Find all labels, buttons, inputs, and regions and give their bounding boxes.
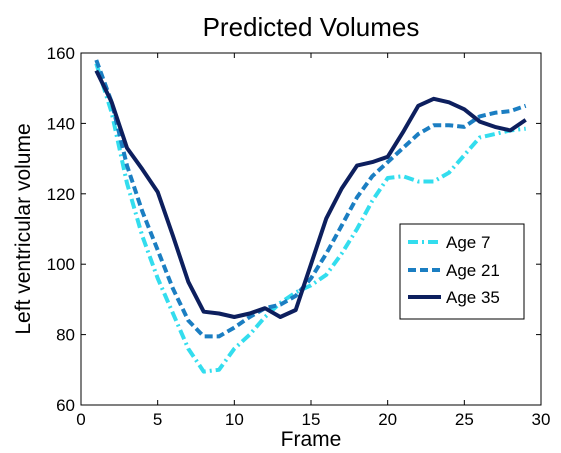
x-tick-label: 15 bbox=[302, 410, 321, 429]
x-axis-label: Frame bbox=[281, 428, 342, 451]
legend: Age 7 Age 21 Age 35 bbox=[399, 223, 525, 320]
x-tick-label: 20 bbox=[378, 410, 397, 429]
y-axis-label: Left ventricular volume bbox=[12, 123, 35, 334]
legend-label-age-7: Age 7 bbox=[446, 233, 490, 252]
series-line-age-35 bbox=[94, 69, 527, 319]
y-tick-label: 60 bbox=[56, 396, 75, 415]
legend-label-age-35: Age 35 bbox=[446, 288, 500, 307]
x-tick-label: 25 bbox=[455, 410, 474, 429]
y-tick-label: 160 bbox=[47, 44, 75, 63]
y-tick-label: 120 bbox=[47, 185, 75, 204]
series-line-age-7 bbox=[94, 63, 526, 374]
legend-label-age-21: Age 21 bbox=[446, 261, 500, 280]
y-tick-label: 80 bbox=[56, 326, 75, 345]
x-tick-label: 5 bbox=[153, 410, 162, 429]
x-tick-label: 10 bbox=[225, 410, 244, 429]
series-layer bbox=[94, 59, 527, 374]
y-tick-label: 100 bbox=[47, 255, 75, 274]
tick-layer: 0 5 10 15 20 25 30 60 80 100 120 140 160 bbox=[47, 44, 551, 429]
x-tick-label: 0 bbox=[76, 410, 85, 429]
series-line-age-21 bbox=[94, 59, 527, 339]
chart-title: Predicted Volumes bbox=[203, 12, 420, 42]
x-tick-label: 30 bbox=[532, 410, 551, 429]
y-tick-label: 140 bbox=[47, 114, 75, 133]
